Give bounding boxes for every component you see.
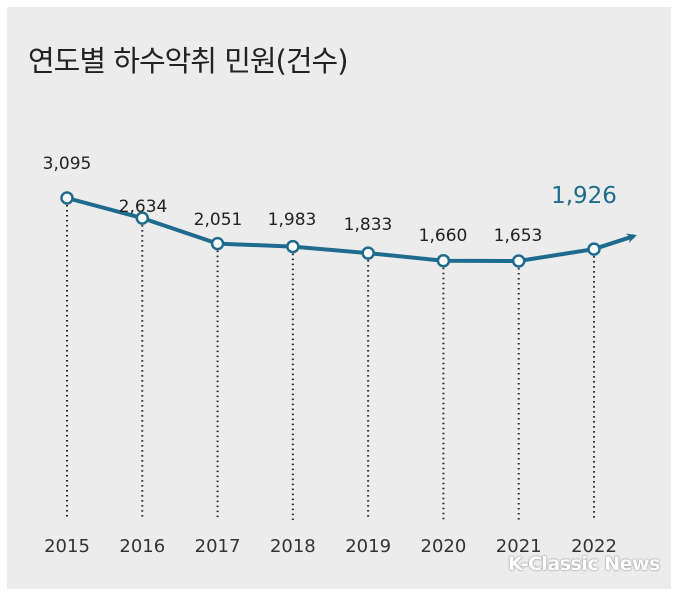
value-label-2015: 3,095	[43, 154, 92, 174]
value-label-2020: 1,660	[419, 226, 468, 246]
data-point-2018	[286, 239, 300, 254]
chart-card	[7, 7, 671, 589]
watermark: K-Classic News	[508, 553, 660, 575]
chart-title: 연도별 하수악취 민원(건수)	[28, 44, 349, 78]
value-label-2018: 1,983	[268, 210, 317, 230]
value-label-2021: 1,653	[494, 226, 543, 246]
x-tick-label-2020: 2020	[421, 536, 467, 557]
data-point-2021	[511, 254, 526, 268]
x-tick-label-2019: 2019	[345, 536, 391, 557]
x-tick-label-2017: 2017	[195, 536, 241, 557]
trend-arrow	[593, 233, 637, 251]
value-label-2017: 2,051	[194, 210, 243, 230]
x-tick-label-2015: 2015	[44, 536, 90, 557]
data-point-2017	[210, 236, 225, 251]
x-tick-label-2022: 2022	[571, 536, 617, 557]
data-point-2019	[361, 246, 375, 260]
value-label-2019: 1,833	[344, 215, 393, 235]
value-label-2022: 1,926	[551, 183, 617, 209]
x-tick-label-2018: 2018	[270, 536, 316, 557]
x-tick-label-2021: 2021	[496, 536, 542, 557]
value-label-2016: 2,634	[119, 197, 168, 217]
series-line	[66, 196, 595, 263]
data-point-2020	[436, 253, 451, 268]
data-point-2022	[587, 242, 601, 256]
data-point-2016	[135, 211, 150, 225]
data-point-2015	[60, 191, 74, 205]
x-tick-label-2016: 2016	[119, 536, 165, 557]
